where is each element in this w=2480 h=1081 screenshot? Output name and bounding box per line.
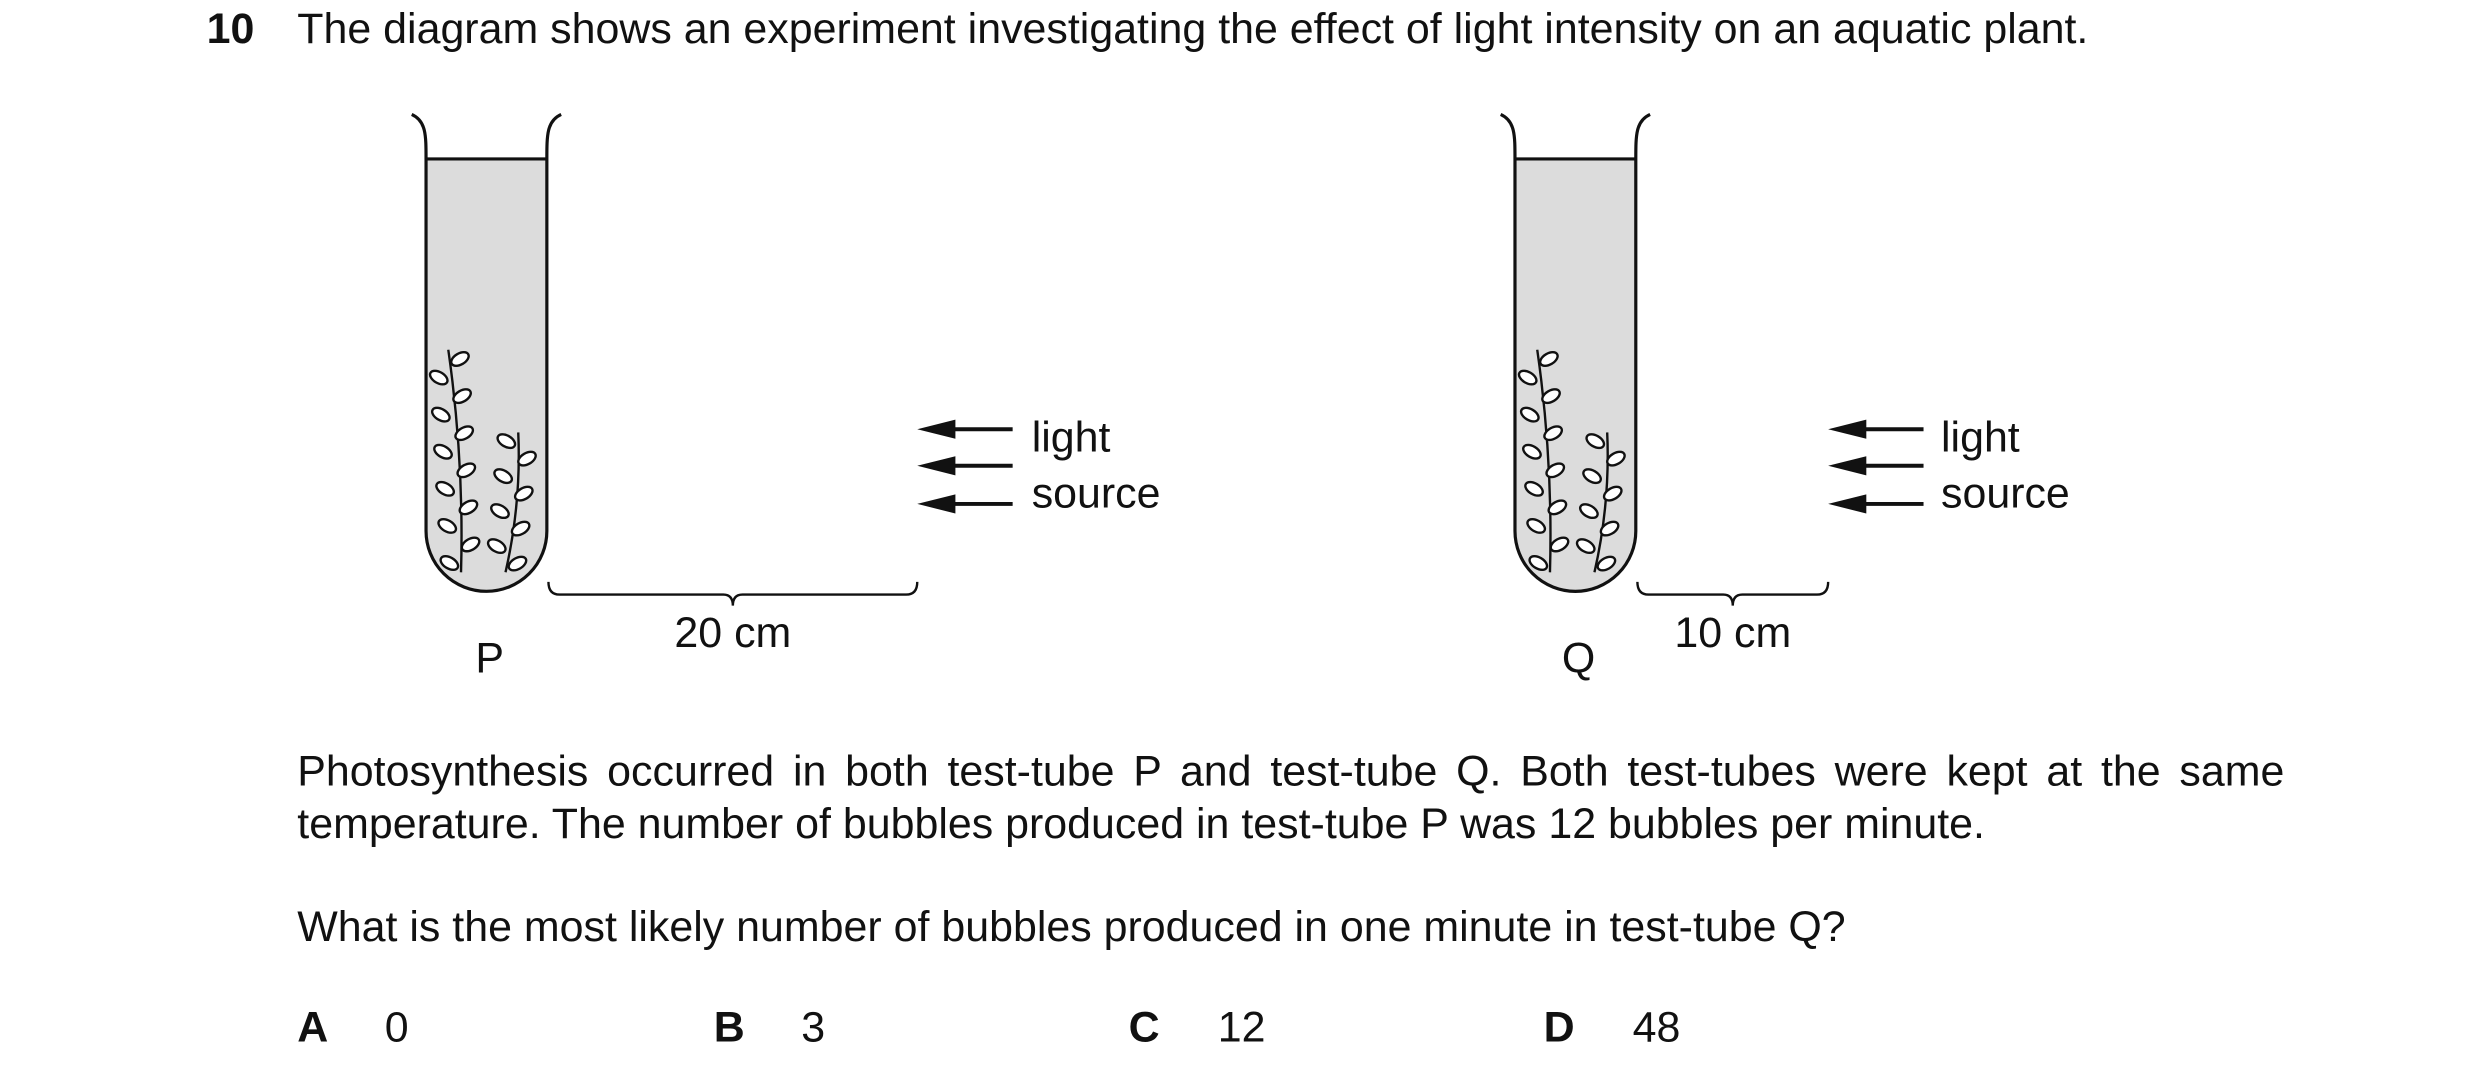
- option-text: 12: [1217, 1003, 1266, 1051]
- leaf: [507, 555, 528, 572]
- test-tube-setup: light source 10 cm Q: [1499, 113, 2070, 683]
- leaf: [430, 406, 451, 423]
- light-label: source: [1941, 469, 2070, 517]
- leaf: [1578, 503, 1599, 520]
- leaf: [1575, 538, 1596, 555]
- tube-label: Q: [1562, 635, 1595, 683]
- leaf: [1528, 555, 1549, 571]
- light-label: light: [1032, 414, 1111, 462]
- arrow-head: [917, 419, 956, 439]
- light-label: source: [1032, 469, 1161, 517]
- arrow-head: [1828, 456, 1867, 476]
- leaf: [493, 468, 514, 485]
- question-prompt: What is the most likely number of bubble…: [297, 902, 1846, 951]
- leaf: [1549, 536, 1570, 553]
- leaf: [513, 485, 534, 502]
- leaf: [450, 351, 470, 367]
- plant-stem: [1593, 432, 1609, 573]
- leaf: [460, 536, 481, 553]
- leaf: [1526, 517, 1547, 534]
- option-text: 0: [384, 1003, 409, 1051]
- leaf: [456, 462, 477, 479]
- question-number: 10: [206, 4, 255, 53]
- distance-label: 20 cm: [674, 609, 791, 657]
- leaf: [437, 517, 458, 534]
- option-letter: D: [1543, 1003, 1575, 1051]
- leaf: [1517, 369, 1538, 386]
- leaf: [1543, 425, 1564, 442]
- distance-brace: [547, 581, 919, 606]
- arrow-head: [917, 494, 956, 514]
- leaf: [454, 425, 475, 442]
- water: [426, 158, 547, 592]
- leaf: [510, 520, 531, 537]
- leaf: [1538, 351, 1559, 367]
- leaf: [1522, 443, 1542, 460]
- leaf: [1541, 388, 1561, 405]
- option-text: 3: [801, 1003, 826, 1051]
- leaf: [1596, 555, 1617, 572]
- leaf: [1585, 433, 1606, 450]
- leaf: [1524, 480, 1544, 497]
- leaf: [435, 480, 456, 497]
- leaf: [486, 538, 507, 555]
- option-text: 48: [1632, 1003, 1681, 1051]
- arrow-head: [1828, 419, 1867, 439]
- leaf: [517, 450, 537, 467]
- option-letter: C: [1128, 1003, 1160, 1051]
- option-letter: A: [297, 1003, 329, 1051]
- leaf: [1545, 462, 1566, 479]
- distance-brace: [1636, 581, 1830, 606]
- option-letter: B: [713, 1003, 745, 1051]
- leaf: [496, 433, 517, 450]
- leaf: [439, 555, 460, 571]
- leaf: [458, 499, 479, 516]
- leaf: [433, 443, 453, 460]
- leaf: [1547, 499, 1568, 516]
- tube-label: P: [475, 635, 504, 683]
- leaf: [1606, 450, 1626, 467]
- plant-stem: [504, 432, 520, 573]
- leaf: [1519, 406, 1540, 423]
- leaf: [1602, 485, 1623, 502]
- leaf: [490, 503, 510, 520]
- question-text: The diagram shows an experiment investig…: [297, 4, 2089, 53]
- arrow-head: [917, 456, 956, 476]
- arrow-head: [1828, 494, 1867, 514]
- test-tube-setup: light source 20 cm P: [410, 113, 1161, 683]
- leaf: [1599, 520, 1620, 537]
- leaf: [1582, 468, 1602, 485]
- distance-label: 10 cm: [1674, 609, 1791, 657]
- light-label: light: [1941, 414, 2020, 462]
- body-paragraph: Photosynthesis occurred in both test-tub…: [297, 747, 2285, 848]
- water: [1514, 158, 1636, 592]
- leaf: [428, 369, 449, 386]
- leaf: [452, 388, 472, 405]
